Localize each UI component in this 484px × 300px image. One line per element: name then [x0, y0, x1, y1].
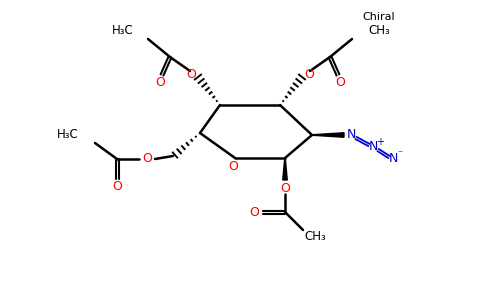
Text: H₃C: H₃C	[57, 128, 79, 142]
Text: CH₃: CH₃	[368, 25, 390, 38]
Polygon shape	[312, 133, 344, 137]
Text: O: O	[155, 76, 165, 89]
Text: O: O	[304, 68, 314, 80]
Text: N: N	[368, 140, 378, 154]
Text: N: N	[347, 128, 356, 142]
Text: O: O	[228, 160, 238, 173]
Text: N: N	[388, 152, 398, 166]
Text: ⁻: ⁻	[397, 149, 403, 159]
Text: O: O	[186, 68, 196, 80]
Text: H₃C: H₃C	[112, 25, 134, 38]
Text: O: O	[335, 76, 345, 89]
Polygon shape	[283, 158, 287, 180]
Text: O: O	[249, 206, 259, 218]
Text: O: O	[112, 181, 122, 194]
Text: +: +	[376, 137, 384, 147]
Text: O: O	[280, 182, 290, 194]
Text: Chiral: Chiral	[362, 12, 394, 22]
Text: O: O	[142, 152, 152, 166]
Text: CH₃: CH₃	[304, 230, 326, 244]
